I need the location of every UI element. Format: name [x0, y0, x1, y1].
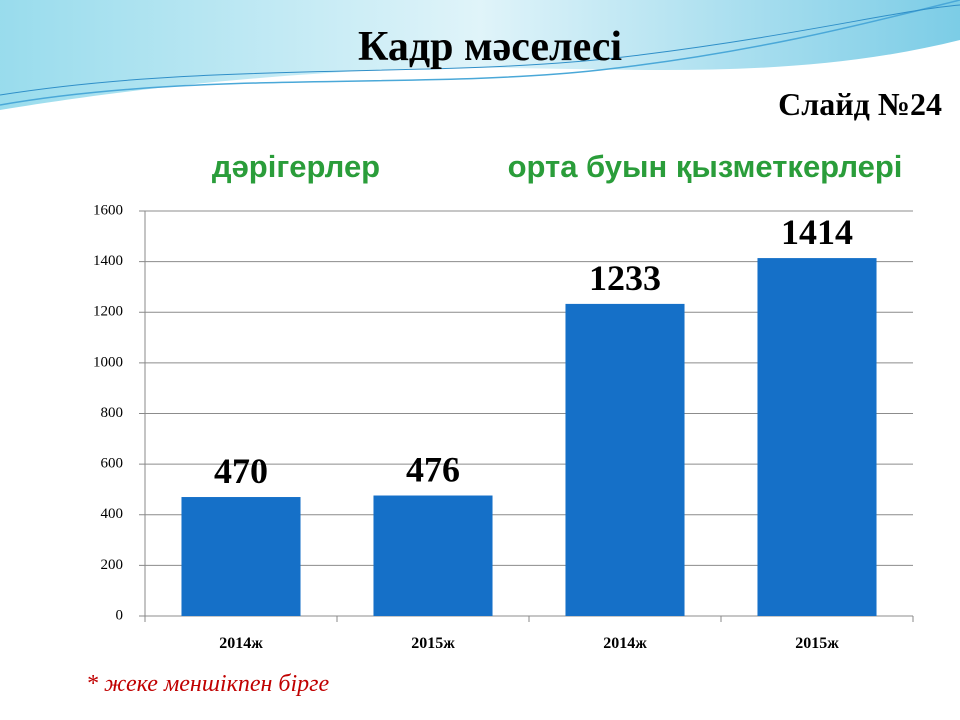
x-tick-label: 2014ж	[603, 635, 647, 652]
value-label: 476	[406, 450, 460, 490]
y-tick-label: 1600	[93, 202, 123, 218]
y-tick-label: 400	[101, 506, 124, 522]
slide-number: Слайд №24	[778, 86, 942, 122]
wave-line	[0, 0, 960, 106]
y-tick-label: 200	[101, 557, 124, 573]
chart-title: Кадр мәселесі	[358, 24, 622, 70]
value-label: 1414	[781, 212, 853, 252]
bar	[565, 303, 685, 616]
y-tick-label: 600	[101, 456, 124, 472]
group-label: дәрігерлер	[212, 149, 380, 184]
x-tick-label: 2015ж	[411, 635, 455, 652]
bar	[757, 258, 877, 616]
y-tick-label: 1000	[93, 354, 123, 370]
wave	[0, 0, 960, 110]
group-label: орта буын қызметкерлері	[508, 149, 903, 184]
y-tick-label: 1200	[93, 304, 123, 320]
value-label: 1233	[589, 258, 661, 298]
y-tick-label: 1400	[93, 253, 123, 269]
x-tick-label: 2015ж	[795, 635, 839, 652]
wave-line	[0, 4, 960, 96]
footnote: * жеке меншікпен бірге	[86, 671, 329, 697]
bar	[181, 497, 301, 616]
value-label: 470	[214, 451, 268, 491]
y-tick-label: 0	[116, 607, 124, 623]
bar	[373, 495, 493, 616]
x-tick-label: 2014ж	[219, 635, 263, 652]
y-tick-label: 800	[101, 405, 124, 421]
